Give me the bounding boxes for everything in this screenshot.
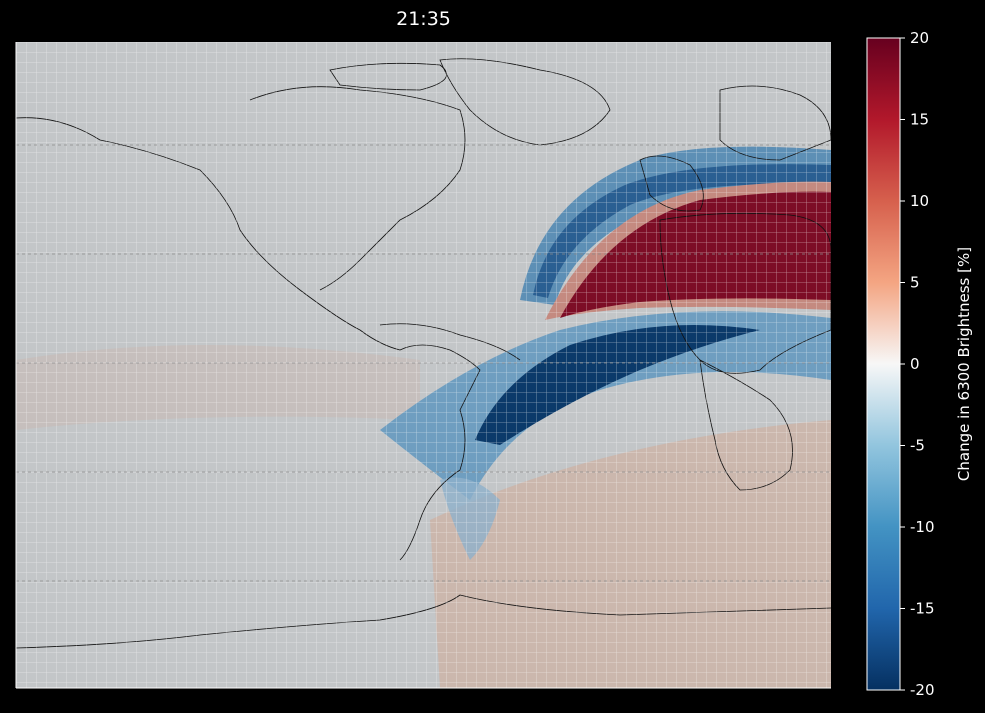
grid-overlay xyxy=(16,42,831,688)
colorbar-tick-label: 5 xyxy=(910,274,920,292)
graticule xyxy=(16,144,831,582)
colorbar-tick-label: 0 xyxy=(910,355,920,373)
colorbar-tick-label: -10 xyxy=(910,518,935,536)
colorbar-tick-label: 15 xyxy=(910,111,929,129)
chart-title: 21:35 xyxy=(396,8,451,30)
colorbar-tick-label: -20 xyxy=(910,681,935,699)
colorbar xyxy=(866,37,901,691)
colorbar-label: Change in 6300 Brightness [%] xyxy=(955,247,973,481)
colorbar-tick-label: 20 xyxy=(910,29,929,47)
colorbar-tick-label: -5 xyxy=(910,437,925,455)
colorbar-tick-label: 10 xyxy=(910,192,929,210)
colorbar-tick-label: -15 xyxy=(910,600,935,618)
colorbar-ticks: 20 15 10 5 0 -5 -10 -15 -20 xyxy=(900,29,935,699)
